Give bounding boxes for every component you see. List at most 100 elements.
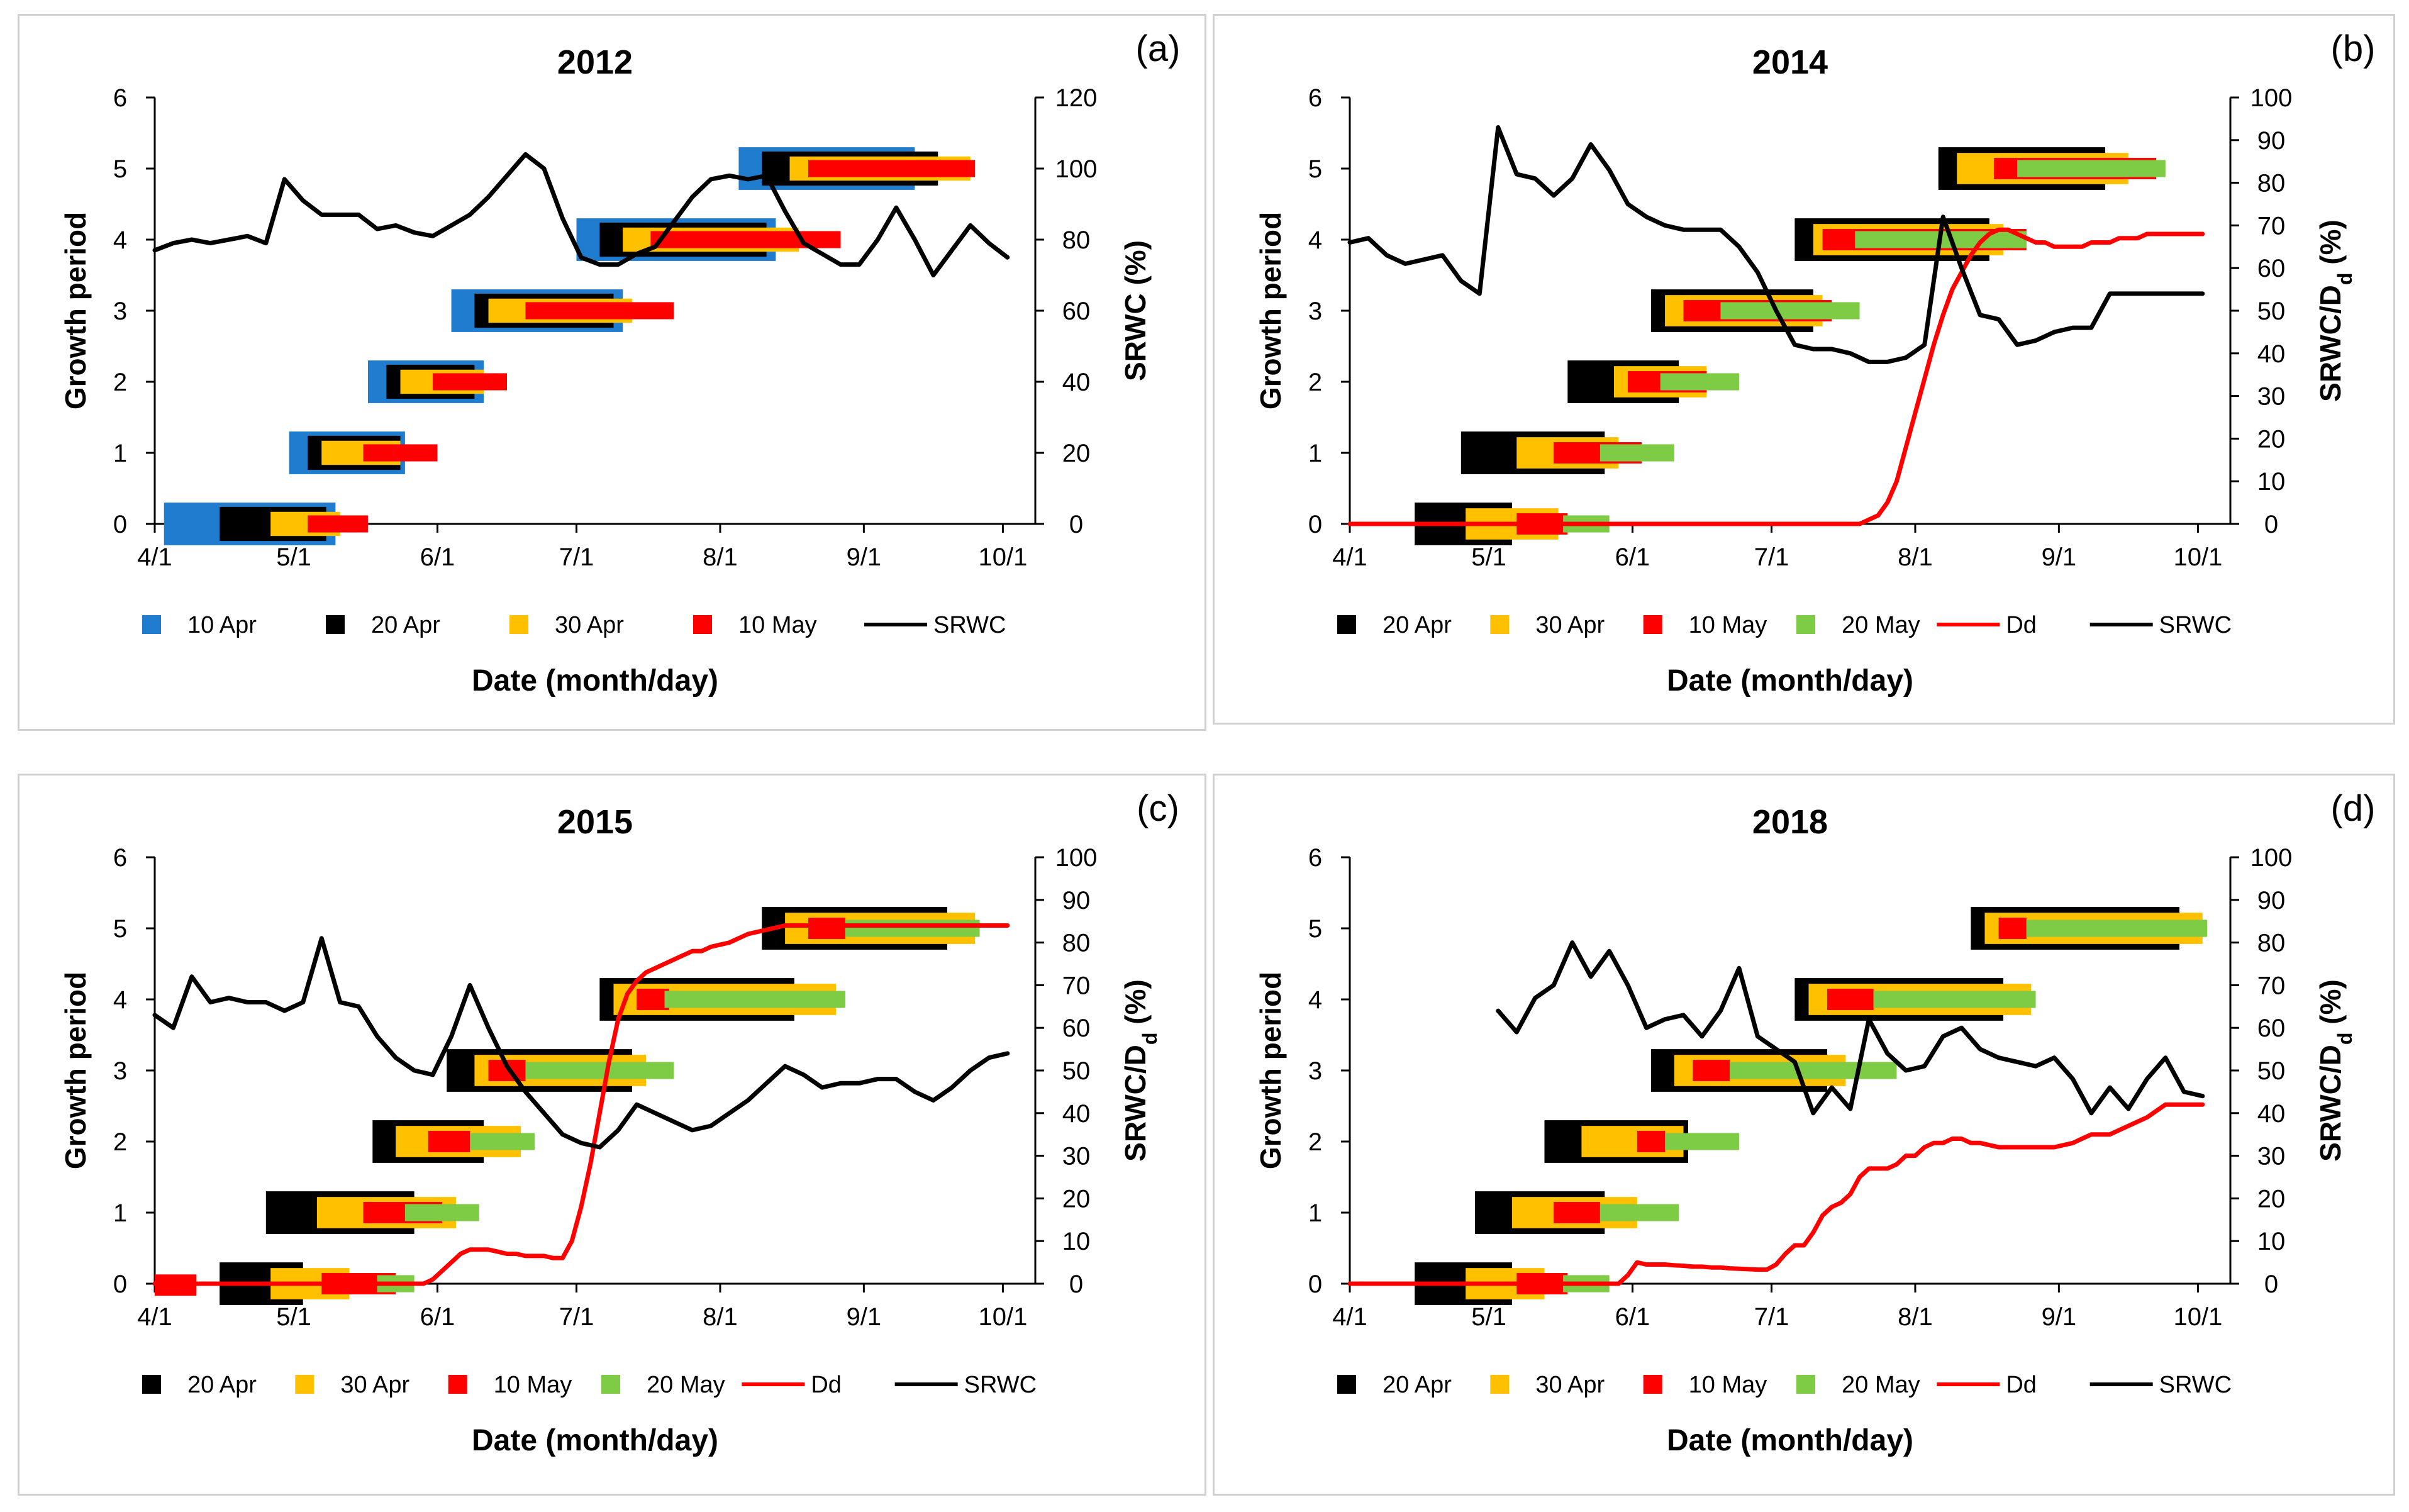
bar-20-may-period-2 (1665, 1133, 1739, 1150)
y-right-tick-label: 10 (2257, 1228, 2286, 1255)
panel-label: (d) (2331, 788, 2376, 829)
y-right-axis-title: SRWC/Dd (%) (1119, 979, 1161, 1162)
chart-panel-a: 2012 (a) 0 1 2 3 4 5 6 0 20 40 60 80 100 120 4/1 5/1 6/1 7/… (18, 14, 1206, 731)
x-tick-label: 4/1 (1332, 543, 1367, 571)
legend-swatch (448, 1375, 467, 1394)
y-left-axis-title: Growth period (1254, 212, 1287, 409)
y-right-tick-label: 60 (2257, 255, 2286, 282)
legend-swatch (326, 615, 345, 634)
y-right-tick-label: 40 (2257, 1100, 2286, 1128)
y-left-tick-label: 0 (113, 1270, 127, 1298)
legend-label: 20 Apr (1383, 1372, 1452, 1398)
legend-label: Dd (2006, 612, 2037, 638)
y-left-tick-label: 3 (113, 1057, 127, 1085)
y-left-tick-label: 0 (1308, 511, 1322, 538)
y-right-tick-label: 80 (1062, 930, 1091, 957)
series-line-srwc (152, 152, 1010, 277)
series-line-srwc (1347, 125, 2205, 364)
y-left-tick-label: 6 (113, 844, 127, 872)
y-left-tick-label: 1 (113, 440, 127, 467)
y-left-tick-label: 1 (1308, 1199, 1322, 1227)
y-left-tick-label: 5 (1308, 915, 1322, 943)
bar-10-may-period-3 (525, 302, 674, 320)
x-tick-label: 6/1 (1615, 543, 1650, 571)
y-right-tick-label: 40 (1062, 369, 1091, 396)
y-right-tick-label: 60 (1062, 297, 1091, 325)
y-right-tick-label: 0 (2264, 511, 2278, 538)
bar-20-may-period-1 (404, 1204, 479, 1221)
y-right-tick-label: 80 (2257, 930, 2286, 957)
series-line-dd (1347, 1102, 2205, 1286)
legend-label: SRWC (964, 1372, 1037, 1398)
chart-title: 2012 (557, 43, 633, 81)
x-tick-label: 9/1 (2042, 543, 2077, 571)
y-left-tick-label: 1 (113, 1199, 127, 1227)
x-axis-title: Date (month/day) (472, 1424, 718, 1457)
legend-swatch (1796, 615, 1815, 634)
bar-10-may-period-0 (308, 515, 368, 533)
legend-label: 20 May (647, 1372, 725, 1398)
chart-panel-c: 2015 (c) 0 1 2 3 4 5 6 0 10 20 30 40 50 60 70 80 90 100 4/1 5… (18, 774, 1206, 1496)
y-right-tick-label: 90 (1062, 887, 1091, 914)
legend-label: 20 Apr (187, 1372, 257, 1398)
y-left-tick-label: 5 (1308, 155, 1322, 183)
bar-10-may-period-5 (1998, 918, 2027, 939)
y-left-tick-label: 2 (113, 1128, 127, 1156)
bar-20-may-period-5 (2026, 920, 2208, 937)
y-left-axis-title: Growth period (59, 212, 92, 409)
y-right-tick-label: 0 (1069, 511, 1083, 538)
bar-10-may-period-5 (637, 989, 669, 1010)
bar-20-may-period-3 (525, 1062, 674, 1079)
bar-20-may-period-3 (1730, 1062, 1897, 1079)
y-right-tick-label: 20 (1062, 440, 1091, 467)
bar-10-may-period-2 (1637, 1131, 1666, 1152)
series-line-dd (152, 923, 1010, 1286)
legend-label: 10 May (494, 1372, 572, 1398)
y-left-tick-label: 4 (1308, 226, 1322, 254)
y-left-tick-label: 4 (113, 986, 127, 1014)
y-left-tick-label: 4 (113, 226, 127, 254)
x-tick-label: 7/1 (559, 1303, 594, 1331)
legend-swatch (1337, 615, 1356, 634)
y-right-tick-label: 50 (2257, 1057, 2286, 1085)
panel-label: (c) (1137, 788, 1179, 829)
chart-title: 2015 (557, 803, 633, 841)
legend-swatch (1490, 1375, 1510, 1394)
legend-label: 30 Apr (555, 612, 624, 638)
x-tick-label: 7/1 (1754, 543, 1789, 571)
legend-label: 10 May (738, 612, 817, 638)
y-right-tick-label: 80 (1062, 226, 1091, 254)
legend-label: 10 May (1689, 612, 1767, 638)
bar-10-may-period-3 (428, 1131, 470, 1152)
x-axis-title: Date (month/day) (1667, 664, 1913, 698)
bar-20-may-period-1 (1600, 1204, 1679, 1221)
x-axis-title: Date (month/day) (472, 664, 718, 698)
panel-label: (a) (1136, 28, 1181, 69)
bar-10-may-period-5 (808, 160, 976, 177)
legend-swatch (693, 615, 712, 634)
y-left-tick-label: 6 (1308, 844, 1322, 872)
y-right-tick-label: 30 (1062, 1143, 1091, 1170)
x-tick-label: 10/1 (978, 1303, 1027, 1331)
legend-label: 10 Apr (187, 612, 257, 638)
y-left-tick-label: 3 (1308, 297, 1322, 325)
y-right-tick-label: 0 (1069, 1270, 1083, 1298)
x-tick-label: 5/1 (276, 1303, 311, 1331)
y-right-tick-label: 20 (2257, 1185, 2286, 1213)
y-right-tick-label: 100 (1055, 155, 1098, 183)
y-left-tick-label: 3 (113, 297, 127, 325)
y-left-axis-title: Growth period (1254, 972, 1287, 1169)
y-right-axis-title: SRWC (%) (1119, 240, 1152, 381)
y-left-tick-label: 3 (1308, 1057, 1322, 1085)
x-tick-label: 10/1 (2173, 1303, 2222, 1331)
y-left-tick-label: 6 (113, 84, 127, 112)
x-tick-label: 4/1 (137, 543, 172, 571)
bar-20-may-period-2 (1660, 373, 1739, 391)
legend-label: Dd (2006, 1372, 2037, 1398)
y-right-tick-label: 40 (1062, 1100, 1091, 1128)
x-tick-label: 8/1 (1898, 543, 1933, 571)
bar-20-may-period-4 (664, 991, 845, 1008)
y-right-tick-label: 90 (2257, 887, 2286, 914)
